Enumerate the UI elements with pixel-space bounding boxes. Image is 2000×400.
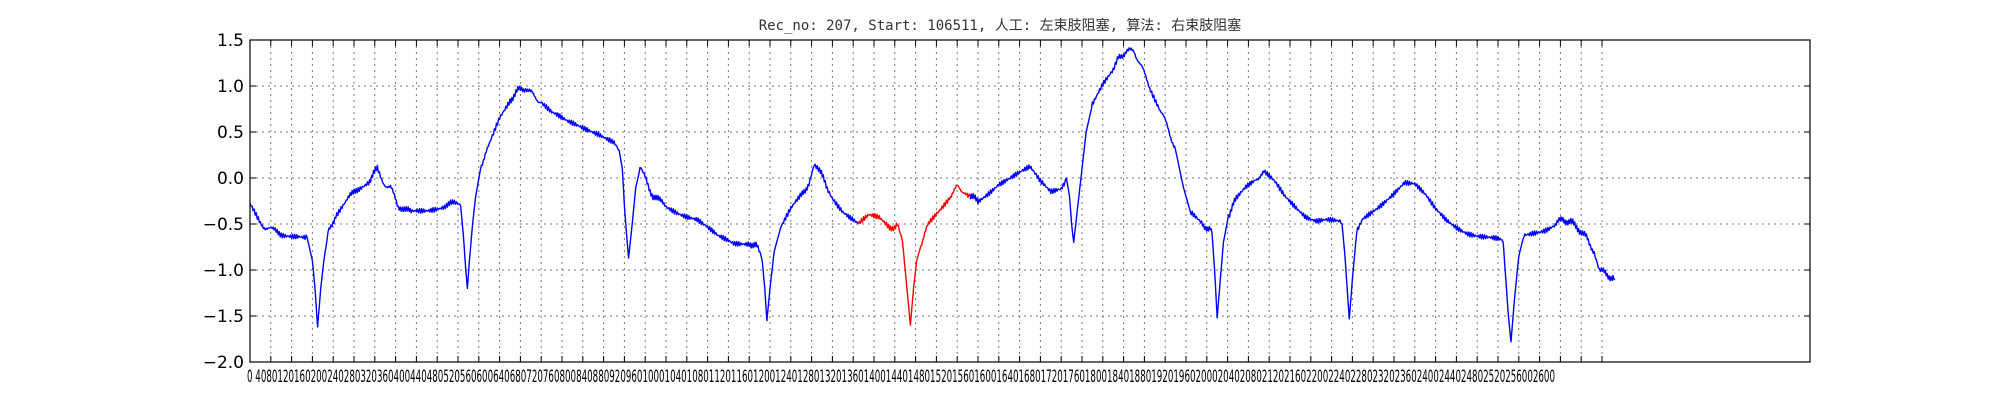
ecg-series-line: [249, 85, 859, 328]
grid: [249, 39, 1810, 363]
chart-title: Rec_no: 207, Start: 106511, 人工: 左束肢阻塞, 算…: [759, 17, 1242, 34]
y-tick-label: −1.5: [203, 307, 244, 327]
plot-frame: [249, 39, 1811, 363]
ecg-series-line: [857, 184, 971, 326]
ecg-series-line: [969, 47, 1616, 343]
x-tick-labels: 0 40801201602002402803203604004404805205…: [247, 367, 1555, 387]
y-tick-label: −0.5: [203, 215, 244, 235]
y-tick-label: 0.0: [217, 169, 244, 189]
y-tick-label: −2.0: [203, 353, 244, 373]
y-tick-label: 1.5: [217, 31, 244, 51]
y-tick-label: 0.5: [217, 123, 244, 143]
y-tick-label: 1.0: [217, 77, 244, 97]
y-tick-label: −1.0: [203, 261, 244, 281]
y-axis: −2.0 −1.5 −1.0 −0.5 0.0 0.5 1.0 1.5: [203, 31, 1810, 373]
series-layer: [249, 47, 1616, 343]
